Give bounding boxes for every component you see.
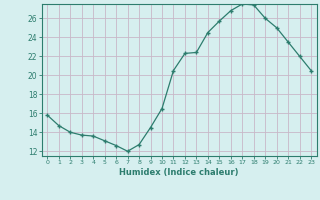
X-axis label: Humidex (Indice chaleur): Humidex (Indice chaleur) (119, 168, 239, 177)
